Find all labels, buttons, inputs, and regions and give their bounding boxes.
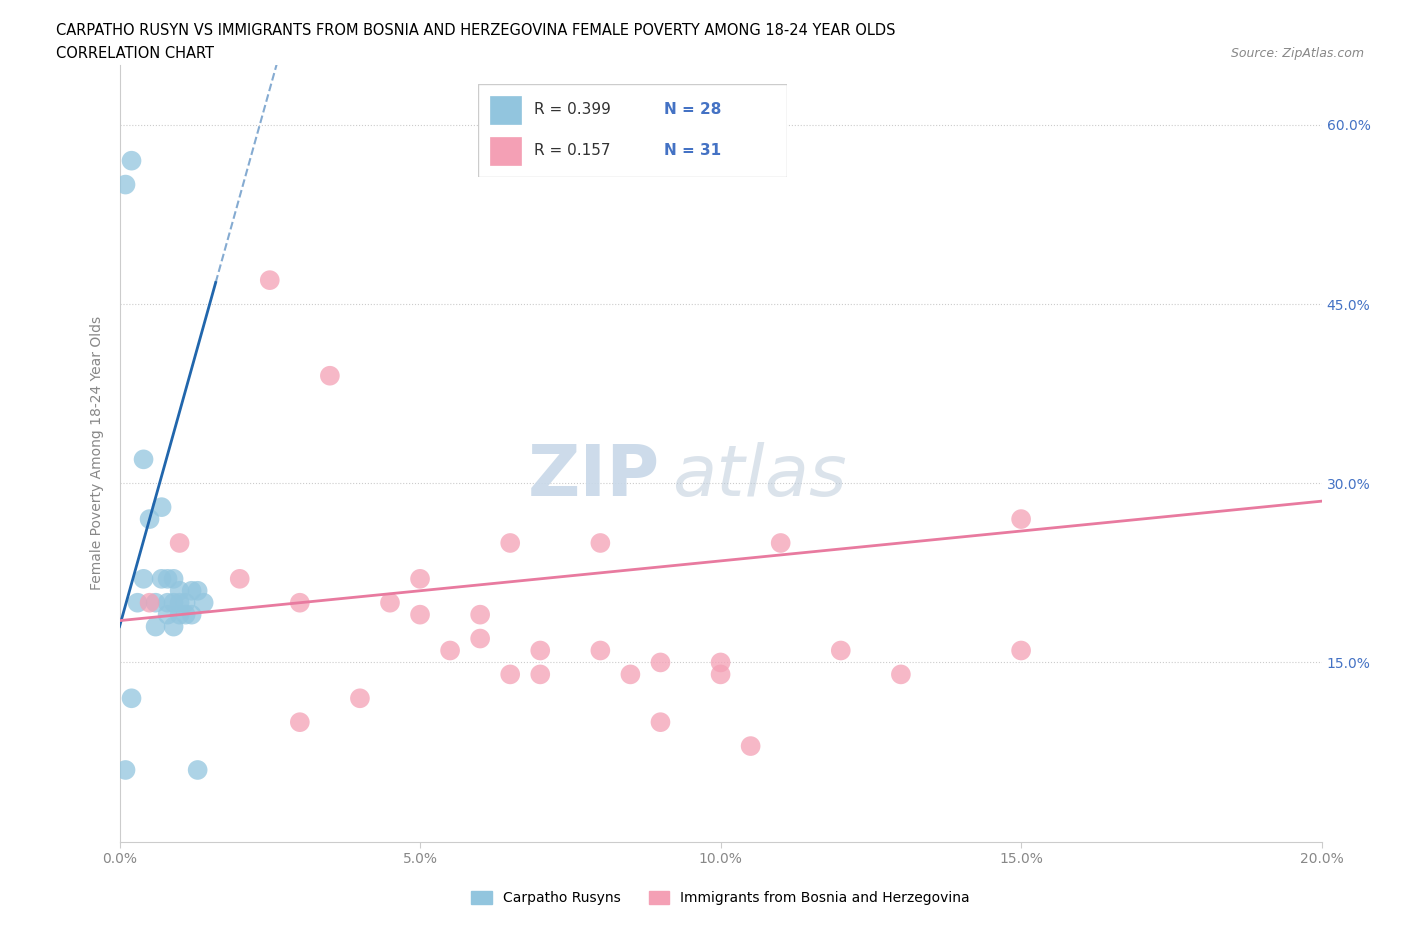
Point	[121, 691, 143, 706]
Point	[499, 667, 522, 682]
Point	[180, 607, 202, 622]
Text: CARPATHO RUSYN VS IMMIGRANTS FROM BOSNIA AND HERZEGOVINA FEMALE POVERTY AMONG 18: CARPATHO RUSYN VS IMMIGRANTS FROM BOSNIA…	[56, 23, 896, 38]
Point	[468, 607, 492, 622]
Point	[439, 643, 461, 658]
Point	[740, 738, 762, 753]
Point	[156, 607, 179, 622]
Point	[288, 595, 311, 610]
Point	[499, 536, 522, 551]
Point	[529, 667, 551, 682]
Point	[709, 667, 731, 682]
Point	[150, 571, 173, 586]
Point	[769, 536, 792, 551]
Legend: Carpatho Rusyns, Immigrants from Bosnia and Herzegovina: Carpatho Rusyns, Immigrants from Bosnia …	[464, 884, 977, 912]
Point	[409, 571, 432, 586]
Point	[288, 715, 311, 730]
Point	[174, 595, 197, 610]
Text: ZIP: ZIP	[529, 442, 661, 512]
Point	[169, 595, 191, 610]
Point	[650, 655, 672, 670]
Point	[319, 368, 342, 383]
Point	[468, 631, 492, 646]
Point	[169, 607, 191, 622]
Point	[132, 571, 155, 586]
Point	[162, 619, 184, 634]
Point	[349, 691, 371, 706]
Text: R = 0.157: R = 0.157	[534, 143, 610, 158]
Point	[589, 536, 612, 551]
Point	[650, 715, 672, 730]
Point	[138, 595, 160, 610]
Point	[174, 607, 197, 622]
Point	[145, 595, 167, 610]
Point	[187, 583, 209, 598]
Text: R = 0.399: R = 0.399	[534, 102, 610, 117]
Point	[259, 272, 281, 287]
Point	[589, 643, 612, 658]
Point	[193, 595, 215, 610]
Text: atlas: atlas	[672, 442, 846, 512]
Point	[890, 667, 912, 682]
Point	[169, 536, 191, 551]
Y-axis label: Female Poverty Among 18-24 Year Olds: Female Poverty Among 18-24 Year Olds	[90, 316, 104, 591]
Text: Source: ZipAtlas.com: Source: ZipAtlas.com	[1230, 46, 1364, 60]
Point	[228, 571, 252, 586]
Point	[169, 583, 191, 598]
Point	[409, 607, 432, 622]
Bar	[491, 96, 522, 124]
Point	[162, 595, 184, 610]
Point	[156, 571, 179, 586]
Text: N = 31: N = 31	[664, 143, 721, 158]
Point	[132, 452, 155, 467]
Point	[121, 153, 143, 168]
Point	[619, 667, 641, 682]
Point	[378, 595, 401, 610]
FancyBboxPatch shape	[478, 84, 787, 177]
Point	[1010, 512, 1032, 526]
Point	[187, 763, 209, 777]
Point	[114, 177, 136, 192]
Point	[529, 643, 551, 658]
Text: CORRELATION CHART: CORRELATION CHART	[56, 46, 214, 61]
Bar	[491, 137, 522, 165]
Point	[138, 512, 160, 526]
Point	[127, 595, 149, 610]
Point	[150, 499, 173, 514]
Text: N = 28: N = 28	[664, 102, 721, 117]
Point	[1010, 643, 1032, 658]
Point	[156, 595, 179, 610]
Point	[114, 763, 136, 777]
Point	[162, 571, 184, 586]
Point	[145, 619, 167, 634]
Point	[180, 583, 202, 598]
Point	[830, 643, 852, 658]
Point	[709, 655, 731, 670]
